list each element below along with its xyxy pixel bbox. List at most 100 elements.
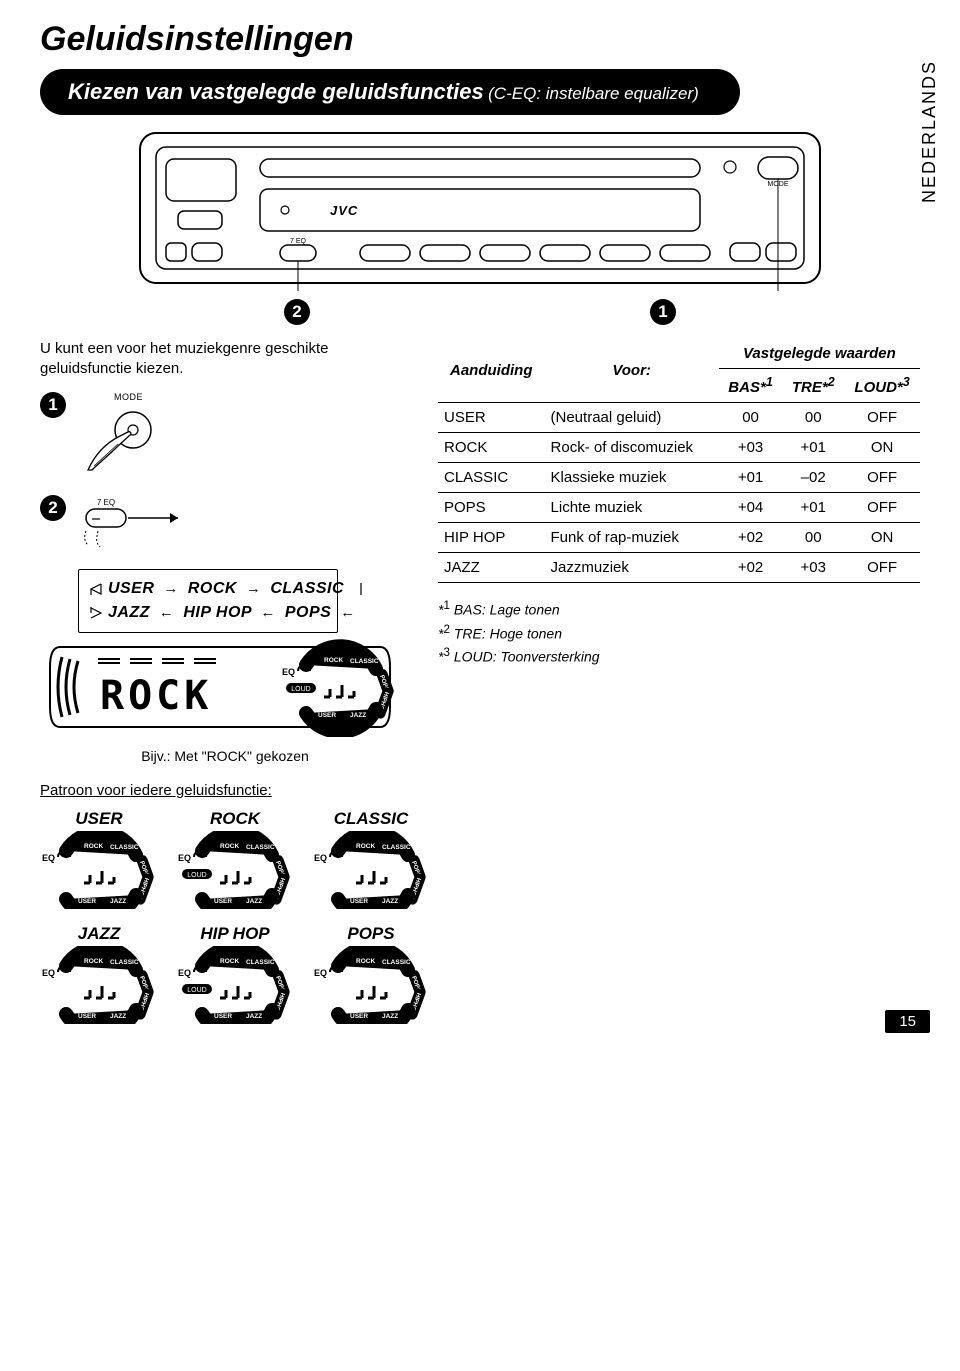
intro-text: U kunt een voor het muziekgenre geschikt… bbox=[40, 339, 410, 378]
svg-text:JAZZ: JAZZ bbox=[246, 898, 262, 905]
cell-loud: ON bbox=[844, 523, 920, 553]
th-bas: BAS*1 bbox=[719, 369, 783, 403]
cycle-item: POPS bbox=[285, 604, 331, 621]
table-row: HIP HOPFunk of rap-muziek+0200ON bbox=[438, 523, 920, 553]
table-row: USER(Neutraal geluid)0000OFF bbox=[438, 403, 920, 433]
cell-bas: +04 bbox=[719, 493, 783, 523]
cell-ind: USER bbox=[438, 403, 545, 433]
svg-text:CLASSIC: CLASSIC bbox=[110, 959, 139, 966]
svg-text:LOUD: LOUD bbox=[187, 987, 206, 994]
table-row: JAZZJazzmuziek+02+03OFF bbox=[438, 553, 920, 583]
cell-bas: +02 bbox=[719, 553, 783, 583]
svg-text:EQ: EQ bbox=[42, 853, 55, 863]
svg-text:JAZZ: JAZZ bbox=[382, 1013, 398, 1020]
cell-loud: OFF bbox=[844, 553, 920, 583]
svg-text:ROCK: ROCK bbox=[220, 958, 239, 965]
pattern-heading: Patroon voor iedere geluidsfunctie: bbox=[40, 782, 410, 799]
eq-pattern-cell: USEREQROCKCLASSICPOPSHIPHOPUSERJAZZ bbox=[40, 809, 158, 914]
cell-for: Jazzmuziek bbox=[545, 553, 719, 583]
page-title: Geluidsinstellingen bbox=[40, 20, 920, 59]
svg-text:JAZZ: JAZZ bbox=[382, 898, 398, 905]
step-2-number: 2 bbox=[40, 495, 66, 521]
svg-text:USER: USER bbox=[78, 898, 96, 905]
cell-loud: OFF bbox=[844, 403, 920, 433]
cell-tre: 00 bbox=[782, 403, 844, 433]
eq-pattern-title: POPS bbox=[312, 924, 430, 944]
cell-tre: +01 bbox=[782, 493, 844, 523]
cycle-item: CLASSIC bbox=[270, 580, 344, 597]
svg-text:LOUD: LOUD bbox=[187, 872, 206, 879]
svg-text:JVC: JVC bbox=[330, 203, 358, 218]
eq-pattern-cell: POPSEQROCKCLASSICPOPSHIPHOPUSERJAZZ bbox=[312, 924, 430, 1029]
cell-bas: 00 bbox=[719, 403, 783, 433]
display-caption: Bijv.: Met "ROCK" gekozen bbox=[40, 748, 410, 764]
eq-button-illustration: 7 EQ bbox=[78, 495, 198, 551]
cell-bas: +01 bbox=[719, 463, 783, 493]
svg-text:ROCK: ROCK bbox=[220, 843, 239, 850]
cell-bas: +02 bbox=[719, 523, 783, 553]
cell-tre: +01 bbox=[782, 433, 844, 463]
cell-ind: CLASSIC bbox=[438, 463, 545, 493]
footnotes: *1 BAS: Lage tonen *2 TRE: Hoge tonen *3… bbox=[438, 597, 920, 668]
preset-table: Aanduiding Voor: Vastgelegde waarden BAS… bbox=[438, 339, 920, 583]
svg-text:EQ: EQ bbox=[282, 667, 295, 677]
svg-text:JAZZ: JAZZ bbox=[110, 898, 126, 905]
svg-text:JAZZ: JAZZ bbox=[350, 712, 366, 719]
svg-text:CLASSIC: CLASSIC bbox=[110, 844, 139, 851]
cell-loud: OFF bbox=[844, 493, 920, 523]
svg-text:CLASSIC: CLASSIC bbox=[382, 959, 411, 966]
cell-loud: ON bbox=[844, 433, 920, 463]
svg-text:JAZZ: JAZZ bbox=[110, 1013, 126, 1020]
svg-text:EQ: EQ bbox=[178, 968, 191, 978]
footnote-2: TRE: Hoge tonen bbox=[454, 625, 562, 641]
cell-bas: +03 bbox=[719, 433, 783, 463]
eq-pattern-cell: HIP HOPEQROCKCLASSICPOPSHIPHOPUSERJAZZLO… bbox=[176, 924, 294, 1029]
svg-text:EQ: EQ bbox=[314, 968, 327, 978]
page-number: 15 bbox=[885, 1010, 930, 1033]
cell-ind: ROCK bbox=[438, 433, 545, 463]
table-row: CLASSICKlassieke muziek+01–02OFF bbox=[438, 463, 920, 493]
cell-for: (Neutraal geluid) bbox=[545, 403, 719, 433]
th-indication: Aanduiding bbox=[438, 339, 545, 403]
svg-text:EQ: EQ bbox=[314, 853, 327, 863]
svg-text:CLASSIC: CLASSIC bbox=[246, 844, 275, 851]
cell-tre: 00 bbox=[782, 523, 844, 553]
svg-text:ROCK: ROCK bbox=[84, 958, 103, 965]
svg-text:EQ: EQ bbox=[42, 968, 55, 978]
table-row: ROCKRock- of discomuziek+03+01ON bbox=[438, 433, 920, 463]
svg-text:ROCK: ROCK bbox=[100, 673, 212, 719]
svg-text:CLASSIC: CLASSIC bbox=[382, 844, 411, 851]
th-tre: TRE*2 bbox=[782, 369, 844, 403]
svg-text:7 EQ: 7 EQ bbox=[97, 498, 115, 507]
svg-text:7 EQ: 7 EQ bbox=[290, 238, 307, 245]
callout-2: 2 bbox=[284, 299, 310, 325]
cell-ind: HIP HOP bbox=[438, 523, 545, 553]
svg-text:JAZZ: JAZZ bbox=[246, 1013, 262, 1020]
svg-text:LOUD: LOUD bbox=[291, 686, 310, 693]
section-bar: Kiezen van vastgelegde geluidsfuncties (… bbox=[40, 69, 740, 115]
language-tab: NEDERLANDS bbox=[919, 60, 940, 203]
svg-text:ROCK: ROCK bbox=[324, 657, 343, 664]
cell-for: Funk of rap-muziek bbox=[545, 523, 719, 553]
cell-for: Rock- of discomuziek bbox=[545, 433, 719, 463]
step-1: 1 MODE bbox=[40, 392, 410, 477]
table-row: POPSLichte muziek+04+01OFF bbox=[438, 493, 920, 523]
svg-text:CLASSIC: CLASSIC bbox=[246, 959, 275, 966]
cell-ind: JAZZ bbox=[438, 553, 545, 583]
svg-text:USER: USER bbox=[214, 1013, 232, 1020]
svg-text:ROCK: ROCK bbox=[84, 843, 103, 850]
cell-ind: POPS bbox=[438, 493, 545, 523]
cell-for: Lichte muziek bbox=[545, 493, 719, 523]
svg-text:ROCK: ROCK bbox=[356, 958, 375, 965]
eq-pattern-title: ROCK bbox=[176, 809, 294, 829]
cell-loud: OFF bbox=[844, 463, 920, 493]
th-for: Voor: bbox=[545, 339, 719, 403]
svg-text:EQ: EQ bbox=[178, 853, 191, 863]
cycle-item: ROCK bbox=[188, 580, 237, 597]
step-2: 2 7 EQ bbox=[40, 495, 410, 551]
mode-label: MODE bbox=[114, 392, 198, 402]
cycle-item: JAZZ bbox=[108, 604, 150, 621]
footnote-3: LOUD: Toonversterking bbox=[454, 649, 600, 665]
display-example: ROCK EQROCKCLASSICPOPSHIPHOPUSERJAZZLOUD… bbox=[40, 637, 410, 764]
eq-pattern-title: USER bbox=[40, 809, 158, 829]
